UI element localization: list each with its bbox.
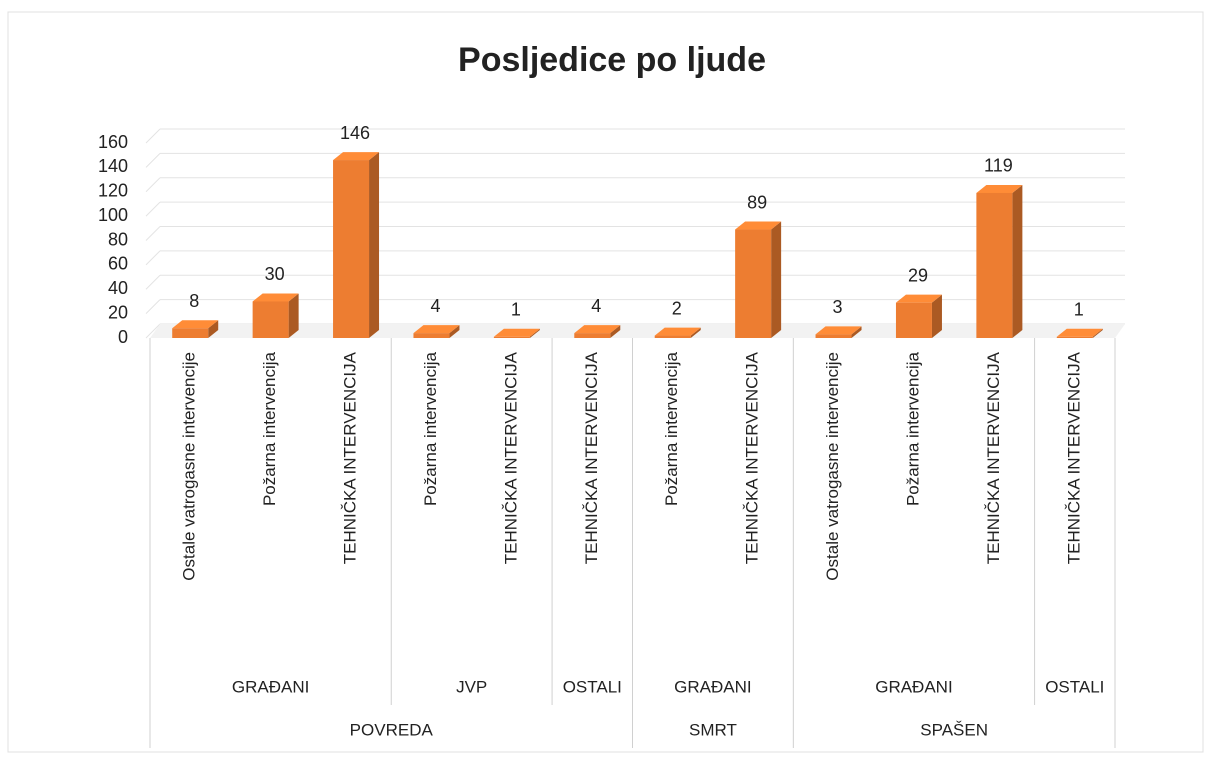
bar-top bbox=[574, 325, 621, 334]
bar-top bbox=[493, 328, 540, 337]
bar-side bbox=[449, 325, 460, 338]
top-group-label: SPAŠEN bbox=[920, 720, 988, 739]
bar bbox=[1056, 336, 1093, 338]
group-label: OSTALI bbox=[1045, 677, 1104, 696]
bar bbox=[976, 192, 1013, 338]
grid-line-side bbox=[145, 177, 161, 193]
bar bbox=[574, 333, 611, 338]
bar-side bbox=[851, 326, 862, 338]
x-tick-label: Požarna intervencija bbox=[662, 351, 681, 506]
bar-top bbox=[976, 184, 1023, 193]
bar bbox=[413, 333, 450, 338]
data-label: 146 bbox=[340, 123, 370, 143]
bar-top bbox=[413, 325, 460, 334]
bar-top bbox=[895, 294, 942, 303]
bar-top bbox=[654, 327, 701, 336]
bar-top bbox=[815, 326, 862, 335]
x-tick-label: TEHNIČKA INTERVENCIJA bbox=[582, 351, 601, 564]
group-label: OSTALI bbox=[563, 677, 622, 696]
data-label: 2 bbox=[672, 298, 682, 318]
bar bbox=[735, 229, 772, 338]
y-tick-label: 20 bbox=[108, 302, 128, 322]
data-label: 4 bbox=[430, 296, 440, 316]
y-tick-label: 100 bbox=[98, 205, 128, 225]
data-label: 1 bbox=[511, 300, 521, 320]
x-tick-label: Požarna intervencija bbox=[903, 351, 922, 506]
y-tick-label: 80 bbox=[108, 229, 128, 249]
bar-side bbox=[288, 293, 299, 338]
floor bbox=[150, 324, 1125, 338]
grid-line-side bbox=[145, 201, 161, 217]
bar-side bbox=[690, 327, 701, 338]
bar bbox=[895, 302, 932, 338]
top-group-label: SMRT bbox=[689, 720, 737, 739]
bar bbox=[493, 336, 530, 338]
grid-line-side bbox=[145, 299, 161, 314]
top-group-label: POVREDA bbox=[350, 720, 434, 739]
grid-line-side bbox=[145, 274, 161, 290]
y-tick-label: 40 bbox=[108, 278, 128, 298]
data-label: 8 bbox=[189, 291, 199, 311]
bar-side bbox=[771, 221, 782, 338]
bar-top bbox=[333, 152, 380, 161]
group-label: GRAĐANI bbox=[232, 677, 309, 696]
bar-top bbox=[172, 320, 219, 329]
x-tick-label: Ostale vatrogasne intervencije bbox=[180, 352, 199, 581]
grid-line-side bbox=[145, 250, 161, 266]
bar bbox=[815, 334, 852, 338]
data-label: 119 bbox=[984, 156, 1013, 176]
group-label: GRAĐANI bbox=[674, 677, 751, 696]
chart-border bbox=[7, 11, 1204, 753]
grid-line-side bbox=[145, 226, 161, 241]
data-label: 1 bbox=[1074, 300, 1084, 320]
bar-side bbox=[1092, 328, 1103, 338]
y-tick-label: 160 bbox=[98, 132, 128, 152]
x-tick-label: TEHNIČKA INTERVENCIJA bbox=[341, 351, 360, 564]
data-label: 30 bbox=[265, 264, 285, 284]
bar bbox=[654, 335, 691, 338]
x-tick-label: TEHNIČKA INTERVENCIJA bbox=[501, 351, 520, 564]
bar-top bbox=[1056, 328, 1103, 337]
y-tick-label: 140 bbox=[98, 156, 128, 176]
grid-line-side bbox=[145, 128, 161, 144]
bar-side bbox=[369, 152, 380, 338]
bar-side bbox=[529, 328, 540, 338]
x-tick-label: TEHNIČKA INTERVENCIJA bbox=[984, 351, 1003, 564]
data-label: 3 bbox=[833, 297, 843, 317]
y-tick-label: 120 bbox=[98, 181, 128, 201]
x-tick-label: Požarna intervencija bbox=[421, 351, 440, 506]
bar-side bbox=[931, 294, 942, 338]
group-label: JVP bbox=[456, 677, 487, 696]
bar-top bbox=[252, 293, 299, 302]
group-label: GRAĐANI bbox=[875, 677, 952, 696]
x-tick-label: TEHNIČKA INTERVENCIJA bbox=[1064, 351, 1083, 564]
data-label: 4 bbox=[591, 296, 601, 316]
x-tick-label: Ostale vatrogasne intervencije bbox=[823, 352, 842, 581]
x-tick-label: Požarna intervencija bbox=[260, 351, 279, 506]
grid-line-side bbox=[145, 323, 161, 339]
y-tick-label: 0 bbox=[118, 327, 128, 347]
bar-side bbox=[1012, 184, 1023, 338]
data-label: 29 bbox=[908, 265, 928, 285]
data-label: 89 bbox=[747, 192, 767, 212]
bar-side bbox=[208, 320, 219, 338]
bar bbox=[252, 301, 289, 338]
grid-line-side bbox=[145, 153, 161, 168]
x-tick-label: TEHNIČKA INTERVENCIJA bbox=[743, 351, 762, 564]
bar bbox=[333, 160, 370, 338]
y-tick-label: 60 bbox=[108, 254, 128, 274]
bar-side bbox=[610, 325, 621, 338]
chart-title: Posljedice po ljude bbox=[458, 41, 766, 79]
bar-top bbox=[735, 221, 782, 230]
bar bbox=[172, 328, 209, 338]
